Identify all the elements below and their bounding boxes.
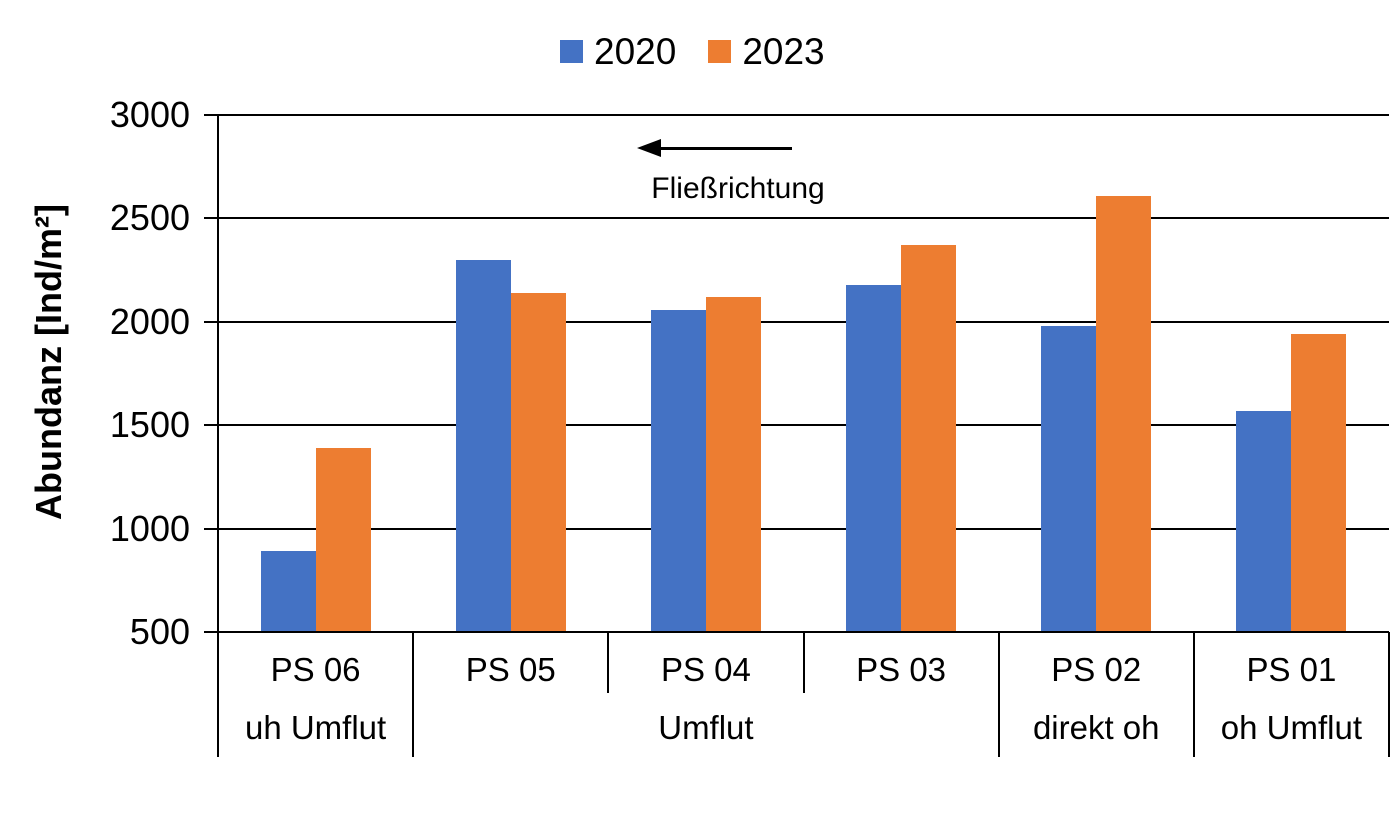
gridline-1000 — [218, 527, 1389, 530]
category-divider-2 — [607, 632, 610, 693]
y-tick-1000 — [204, 527, 218, 530]
x-category-label-ps-01: PS 01 — [1246, 651, 1337, 688]
bar-2023-ps-04 — [705, 296, 761, 632]
bar-2023-ps-03 — [901, 245, 957, 632]
y-tick-label-2500: 2500 — [109, 197, 190, 239]
gridline-3000 — [218, 114, 1389, 116]
flow-arrow-line — [652, 147, 792, 150]
chart-legend: 2020 2023 — [560, 28, 825, 74]
bar-2020-ps-04 — [650, 310, 706, 632]
x-category-label-ps-03: PS 03 — [856, 651, 947, 688]
x-group-label-oh-umflut: oh Umflut — [1220, 709, 1363, 746]
y-tick-label-2000: 2000 — [109, 300, 190, 342]
legend-swatch-2020-icon — [560, 39, 583, 63]
bar-2020-ps-03 — [846, 284, 902, 632]
bar-2023-ps-06 — [315, 447, 371, 632]
y-axis-line — [217, 115, 219, 757]
category-divider-3 — [802, 632, 805, 693]
bar-2020-ps-02 — [1041, 325, 1097, 632]
legend-label-2020: 2020 — [594, 30, 677, 72]
flow-annotation-label: Fließrichtung — [651, 172, 825, 205]
y-tick-500 — [204, 631, 218, 633]
bar-2020-ps-06 — [260, 551, 316, 632]
legend-item-2023: 2023 — [708, 30, 825, 72]
gridline-2000 — [218, 320, 1389, 323]
y-tick-label-500: 500 — [129, 611, 190, 652]
y-tick-label-1500: 1500 — [109, 404, 190, 446]
y-tick-label-3000: 3000 — [109, 94, 190, 135]
legend-label-2023: 2023 — [742, 30, 825, 72]
y-tick-3000 — [204, 114, 218, 116]
bar-2020-ps-05 — [455, 259, 511, 632]
x-category-label-ps-04: PS 04 — [660, 651, 751, 688]
group-divider-6 — [1388, 632, 1390, 757]
y-tick-1500 — [204, 424, 218, 427]
bar-2023-ps-05 — [510, 292, 566, 632]
x-category-label-ps-05: PS 05 — [465, 651, 556, 688]
y-tick-label-1000: 1000 — [109, 507, 190, 549]
x-group-label-direkt-oh: direkt oh — [1032, 709, 1160, 746]
y-tick-2500 — [204, 217, 218, 220]
x-group-label-uh-umflut: uh Umflut — [244, 709, 387, 746]
bar-2023-ps-02 — [1096, 195, 1152, 632]
group-divider-0 — [217, 632, 219, 757]
group-divider-5 — [1192, 632, 1195, 757]
gridline-1500 — [218, 424, 1389, 427]
group-divider-4 — [997, 632, 1000, 757]
bar-2020-ps-01 — [1236, 410, 1292, 632]
x-group-label-umflut: Umflut — [658, 709, 754, 746]
legend-item-2020: 2020 — [560, 33, 676, 70]
y-axis-title: Abundanz [Ind/m²] — [28, 204, 69, 520]
legend-swatch-2023-icon — [708, 39, 732, 63]
group-divider-1 — [412, 632, 415, 757]
x-category-label-ps-06: PS 06 — [270, 651, 361, 688]
x-category-label-ps-02: PS 02 — [1051, 651, 1142, 688]
flow-arrow-left-icon — [637, 139, 661, 157]
bar-2023-ps-01 — [1291, 334, 1347, 632]
y-tick-2000 — [204, 320, 218, 323]
gridline-2500 — [218, 217, 1389, 220]
